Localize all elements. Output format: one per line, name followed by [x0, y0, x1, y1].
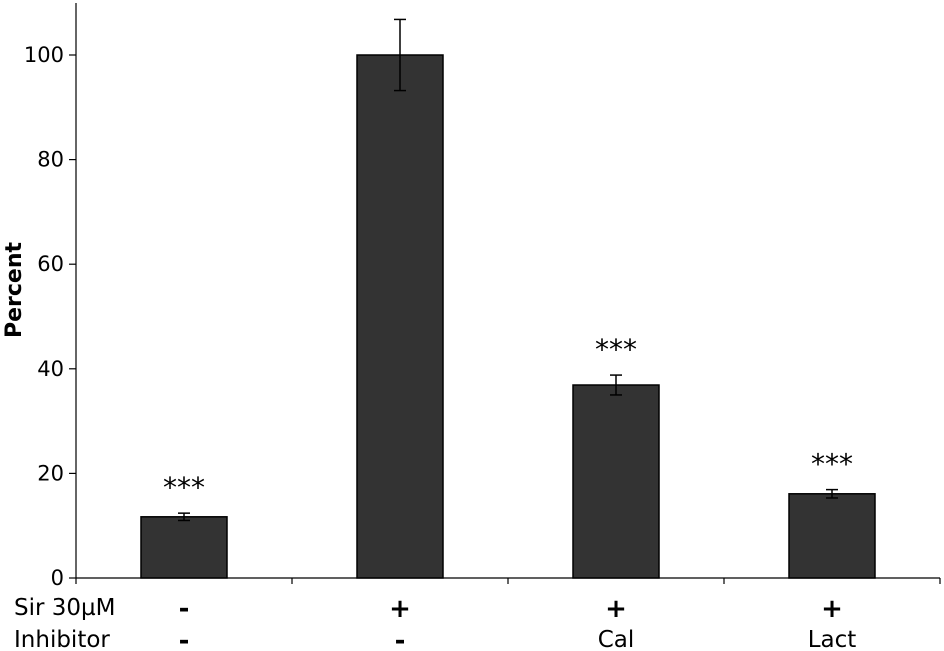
- sir-value-4: +: [821, 594, 843, 624]
- x-axis: [75, 577, 941, 584]
- y-axis: 0 20 40 60 80 100: [24, 3, 77, 590]
- y-tick-label: 80: [37, 148, 64, 172]
- y-tick-label: 40: [37, 357, 64, 381]
- row-label-inhibitor: Inhibitor: [14, 627, 110, 651]
- row-label-sir: Sir 30µM: [14, 595, 116, 621]
- significance-label-4: ***: [811, 448, 853, 481]
- bar-3: [572, 384, 660, 579]
- bar-4: [788, 493, 876, 579]
- significance-label-1: ***: [163, 471, 205, 504]
- y-tick-label: 0: [51, 566, 64, 590]
- y-tick-label: 60: [37, 252, 64, 276]
- error-bars: [178, 18, 838, 522]
- significance-annotations: *** *** ***: [163, 333, 853, 504]
- sir-value-1: -: [179, 594, 190, 624]
- sir-value-3: +: [605, 594, 627, 624]
- inhibitor-value-4: Lact: [808, 627, 857, 651]
- bar-1: [140, 516, 228, 579]
- inhibitor-value-3: Cal: [598, 627, 635, 651]
- bars: [140, 54, 876, 579]
- y-tick-label: 100: [24, 43, 64, 67]
- y-tick-label: 20: [37, 461, 64, 485]
- condition-rows: Sir 30µM Inhibitor --+-+Cal+Lact: [14, 594, 856, 651]
- y-axis-label: Percent: [2, 242, 27, 339]
- inhibitor-value-2: -: [395, 626, 406, 651]
- sir-value-2: +: [389, 594, 411, 624]
- bar-2: [356, 54, 444, 579]
- significance-label-3: ***: [595, 333, 637, 366]
- inhibitor-value-1: -: [179, 626, 190, 651]
